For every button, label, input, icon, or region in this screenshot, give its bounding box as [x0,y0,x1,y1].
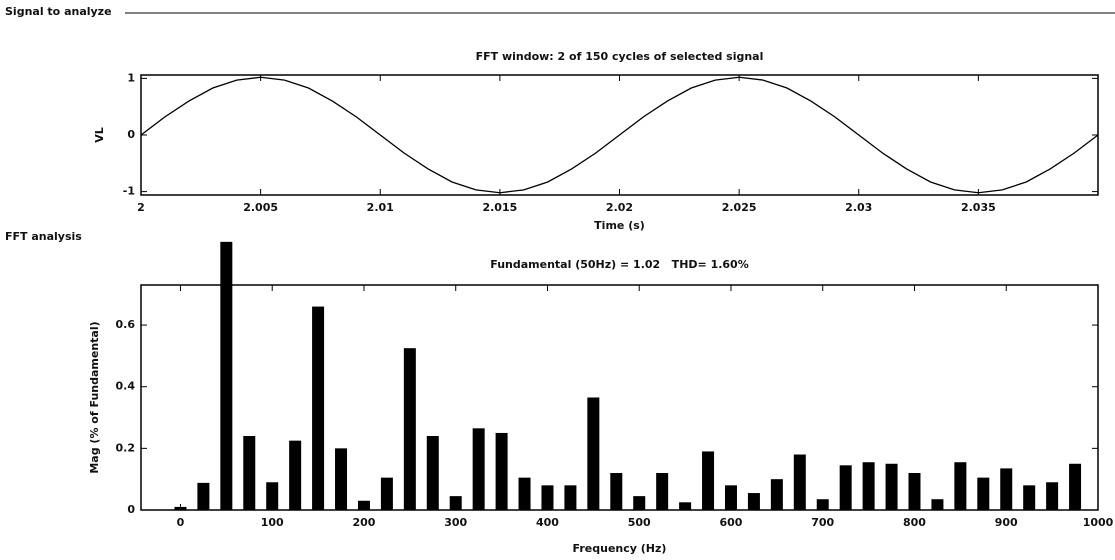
bar [977,477,990,510]
bar [197,482,210,510]
bar [495,432,508,510]
bar [816,499,829,510]
bar [747,493,760,510]
bar [335,448,348,510]
bar [908,473,921,510]
bar [357,500,370,510]
bar [472,428,485,510]
bar [1000,468,1013,510]
x-tick-label: 300 [444,516,467,529]
bar [1046,482,1059,510]
x-tick-label: 700 [811,516,834,529]
bar [541,485,554,510]
bar [702,451,715,510]
panel-title: FFT analysis [5,230,82,243]
x-tick-label: 2 [137,201,145,214]
bar [862,462,875,510]
x-tick-label: 0 [177,516,185,529]
bar [610,473,623,510]
bar [518,477,531,510]
x-tick-label: 200 [352,516,375,529]
bar [220,241,233,511]
chart-title: FFT window: 2 of 150 cycles of selected … [476,50,764,63]
bar [380,477,393,510]
bar [931,499,944,510]
bar [885,463,898,510]
x-tick-label: 500 [628,516,651,529]
y-tick-label: 1 [127,71,135,84]
bar [289,440,302,510]
bar [1069,463,1082,510]
x-tick-label: 1000 [1083,516,1114,529]
bar [1023,485,1036,510]
y-tick-label: 0 [127,503,135,516]
x-axis-label: Frequency (Hz) [573,542,667,555]
bar [266,482,279,510]
bar [656,473,669,510]
y-tick-label: 0.6 [116,318,136,331]
x-tick-label: 2.025 [722,201,757,214]
panel-title: Signal to analyze [5,5,112,18]
bar [312,306,325,510]
y-tick-label: -1 [123,185,135,198]
x-tick-label: 2.015 [482,201,517,214]
x-tick-label: 100 [261,516,284,529]
x-tick-label: 2.035 [961,201,996,214]
signal-line [140,76,1099,194]
x-tick-label: 2.01 [367,201,394,214]
bar [174,506,187,510]
x-tick-label: 2.02 [606,201,633,214]
bar [426,436,439,510]
x-tick-label: 900 [995,516,1018,529]
chart-title: Fundamental (50Hz) = 1.02 THD= 1.60% [490,258,748,271]
y-tick-label: 0.2 [116,441,136,454]
bar [587,397,600,510]
x-tick-label: 600 [719,516,742,529]
x-tick-label: 2.03 [845,201,872,214]
bar [564,485,577,510]
bar [724,485,737,510]
bar [449,496,462,510]
y-axis-label: VL [93,127,106,143]
y-axis-label: Mag (% of Fundamental) [88,321,101,473]
x-tick-label: 800 [903,516,926,529]
y-tick-label: 0.4 [116,380,136,393]
bar [770,479,783,510]
bar [954,462,967,510]
bar [679,502,692,510]
bar [403,348,416,510]
bar [243,436,256,510]
x-axis-label: Time (s) [594,219,645,232]
bar [633,496,646,510]
bar [839,465,852,510]
bar [793,454,806,510]
y-tick-label: 0 [127,128,135,141]
x-tick-label: 2.005 [243,201,278,214]
x-tick-label: 400 [536,516,559,529]
